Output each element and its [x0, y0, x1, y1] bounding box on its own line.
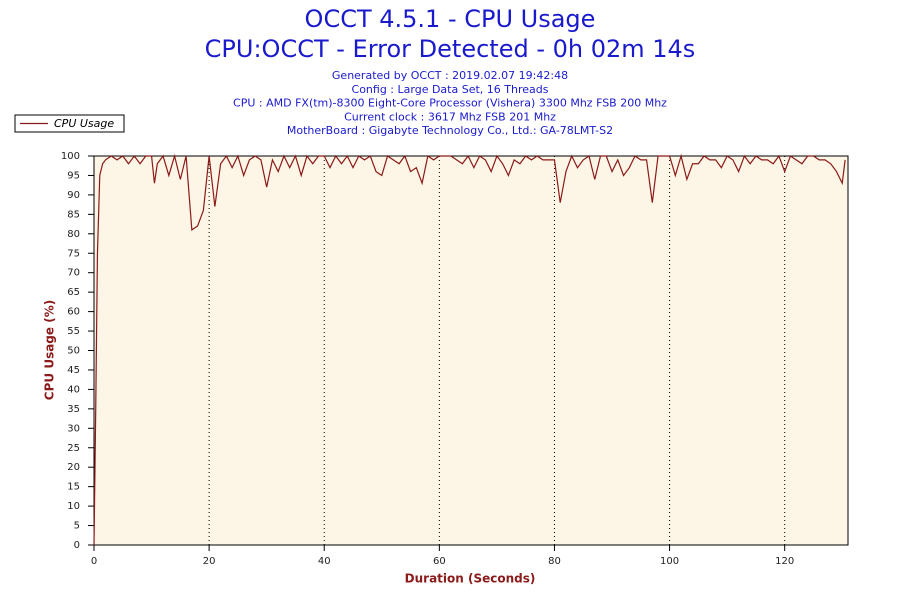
- x-tick-label: 60: [433, 556, 446, 567]
- y-tick-label: 75: [67, 248, 80, 259]
- y-tick-label: 70: [67, 268, 80, 279]
- info-line: Current clock : 3617 Mhz FSB 201 Mhz: [344, 110, 556, 123]
- data-line: [93, 153, 846, 546]
- y-tick-label: 30: [67, 423, 80, 434]
- y-tick-label: 40: [67, 384, 80, 395]
- info-line: CPU : AMD FX(tm)-8300 Eight-Core Process…: [233, 97, 667, 110]
- y-tick-label: 95: [67, 170, 80, 181]
- y-tick-label: 50: [67, 346, 80, 357]
- y-tick-label: 0: [74, 540, 80, 551]
- y-tick-label: 35: [67, 404, 80, 415]
- plot-area: [93, 155, 849, 546]
- y-tick-label: 15: [67, 482, 80, 493]
- y-tick-label: 80: [67, 229, 80, 240]
- y-tick-label: 65: [67, 287, 80, 298]
- y-tick-label: 25: [67, 443, 80, 454]
- x-tick-label: 20: [203, 556, 216, 567]
- chart-title: OCCT 4.5.1 - CPU Usage: [305, 5, 596, 33]
- chart-subtitle: CPU:OCCT - Error Detected - 0h 02m 14s: [205, 35, 696, 63]
- x-tick-label: 100: [660, 556, 679, 567]
- x-tick-label: 80: [548, 556, 561, 567]
- info-line: Config : Large Data Set, 16 Threads: [352, 83, 549, 96]
- info-line: MotherBoard : Gigabyte Technology Co., L…: [287, 124, 613, 137]
- y-tick-label: 55: [67, 326, 80, 337]
- y-tick-label: 45: [67, 365, 80, 376]
- legend-label: CPU Usage: [54, 117, 114, 130]
- y-tick-label: 85: [67, 209, 80, 220]
- x-tick-label: 120: [775, 556, 794, 567]
- info-block: Generated by OCCT : 2019.02.07 19:42:48C…: [233, 69, 667, 137]
- x-tick-label: 0: [91, 556, 97, 567]
- y-tick-label: 10: [67, 501, 80, 512]
- legend-box: [14, 114, 125, 133]
- x-tick-label: 40: [318, 556, 331, 567]
- x-axis-label: Duration (Seconds): [405, 572, 536, 586]
- info-line: Generated by OCCT : 2019.02.07 19:42:48: [332, 69, 568, 82]
- y-tick-label: 60: [67, 307, 80, 318]
- y-tick-label: 20: [67, 462, 80, 473]
- y-tick-label: 5: [74, 521, 80, 532]
- y-axis-label: CPU Usage (%): [43, 300, 57, 400]
- y-tick-label: 90: [67, 190, 80, 201]
- y-tick-label: 100: [61, 151, 80, 162]
